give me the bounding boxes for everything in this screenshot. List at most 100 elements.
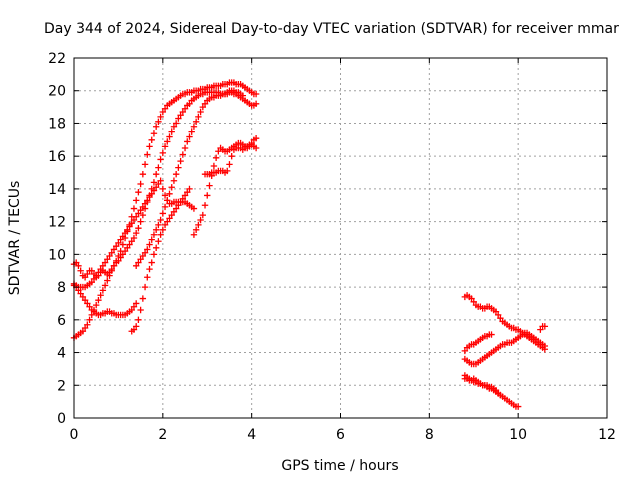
data-point xyxy=(130,234,138,242)
data-point xyxy=(161,143,169,150)
data-point xyxy=(159,185,167,193)
data-point xyxy=(226,161,233,168)
series-7 xyxy=(190,134,260,238)
data-point xyxy=(93,301,100,309)
data-point xyxy=(192,118,200,126)
series-11 xyxy=(461,331,495,355)
data-point xyxy=(204,192,211,199)
data-point xyxy=(106,252,113,260)
data-point xyxy=(197,108,204,116)
data-point xyxy=(128,238,135,245)
data-point xyxy=(110,246,118,253)
data-point xyxy=(201,202,209,209)
data-point xyxy=(119,233,127,240)
data-point xyxy=(186,185,193,193)
data-point xyxy=(159,108,167,116)
data-point xyxy=(137,306,144,314)
y-tick-label: 16 xyxy=(48,149,66,165)
y-tick-label: 10 xyxy=(48,247,66,263)
data-point xyxy=(175,115,182,122)
y-tick-label: 18 xyxy=(48,116,66,132)
series-13 xyxy=(461,375,504,399)
data-point xyxy=(86,303,93,310)
x-tick-label: 4 xyxy=(247,427,256,443)
data-point xyxy=(190,205,198,212)
data-point xyxy=(128,220,135,227)
data-point xyxy=(168,184,175,191)
data-point xyxy=(159,226,167,234)
data-point xyxy=(139,252,147,260)
data-point xyxy=(190,231,198,238)
data-point xyxy=(190,123,198,130)
axis-ticks: 0 2 4 6 8 10 12 0 2 4 6 8 10 12 14 16 18 20 22 xyxy=(48,51,616,443)
data-point xyxy=(150,130,158,137)
data-point xyxy=(161,105,169,112)
data-point xyxy=(155,221,162,229)
data-point xyxy=(135,224,142,232)
data-point xyxy=(179,195,187,202)
data-point xyxy=(144,246,151,253)
data-point xyxy=(157,231,164,238)
data-point xyxy=(170,208,178,216)
data-point xyxy=(130,326,138,333)
series-6 xyxy=(132,87,246,270)
data-point xyxy=(139,295,147,302)
data-point xyxy=(79,328,87,335)
data-point xyxy=(77,290,84,297)
data-point xyxy=(77,267,84,274)
data-point xyxy=(155,238,162,245)
grid xyxy=(74,58,607,418)
data-point xyxy=(172,120,180,127)
data-points xyxy=(70,79,549,410)
data-point xyxy=(146,143,153,150)
data-point xyxy=(152,244,160,252)
y-axis-label: SDTVAR / TECUs xyxy=(7,181,23,296)
data-point xyxy=(130,205,138,212)
data-point xyxy=(197,216,204,224)
y-tick-label: 4 xyxy=(57,346,66,362)
data-point xyxy=(132,213,140,220)
data-point xyxy=(252,134,260,142)
data-point xyxy=(210,162,218,170)
data-point xyxy=(494,311,502,319)
data-point xyxy=(199,103,207,111)
data-point xyxy=(121,247,129,255)
data-point xyxy=(81,274,89,281)
x-tick-label: 10 xyxy=(509,427,527,443)
data-point xyxy=(461,347,469,355)
series-3 xyxy=(70,280,140,319)
data-point xyxy=(192,226,200,234)
data-point xyxy=(139,170,147,178)
data-point xyxy=(168,211,175,219)
series-8 xyxy=(201,141,260,178)
data-point xyxy=(148,185,155,193)
data-point xyxy=(152,123,160,130)
data-point xyxy=(104,256,111,263)
data-point xyxy=(88,267,95,274)
data-point xyxy=(252,144,260,152)
data-point xyxy=(188,128,195,135)
data-point xyxy=(199,211,207,219)
data-point xyxy=(84,321,91,328)
data-point xyxy=(117,254,124,261)
y-tick-label: 2 xyxy=(57,378,66,394)
y-tick-label: 14 xyxy=(48,182,66,198)
data-point xyxy=(537,326,544,333)
data-point xyxy=(112,242,120,250)
data-point xyxy=(164,138,171,145)
data-point xyxy=(148,259,155,266)
y-tick-label: 20 xyxy=(48,84,66,100)
data-point xyxy=(175,202,182,209)
data-point xyxy=(179,108,187,116)
series-5 xyxy=(128,185,193,335)
data-point xyxy=(110,262,118,270)
data-point xyxy=(121,229,129,237)
data-point xyxy=(152,226,160,234)
data-point xyxy=(164,197,171,204)
data-point xyxy=(126,241,133,248)
data-point xyxy=(224,167,231,175)
data-point xyxy=(108,265,115,273)
data-point xyxy=(75,262,82,270)
data-point xyxy=(148,236,155,243)
data-point xyxy=(148,136,155,144)
